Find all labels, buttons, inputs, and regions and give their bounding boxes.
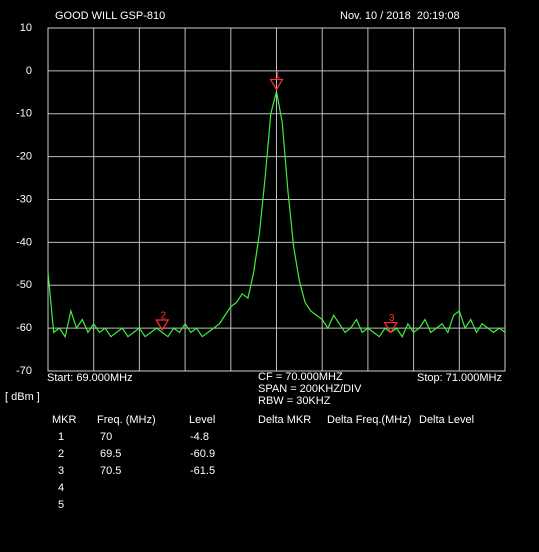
- y-tick-label: -50: [16, 279, 32, 291]
- table-cell: 3: [58, 465, 64, 477]
- table-cell: 1: [58, 431, 64, 443]
- stop-label: Stop: 71.000MHz: [417, 372, 502, 384]
- table-cell: -61.5: [190, 465, 215, 477]
- marker-label: 2: [160, 311, 166, 322]
- setting: RBW = 30KHZ: [258, 395, 331, 407]
- plot-border: [47, 27, 506, 372]
- table-header: Level: [189, 414, 215, 426]
- table-cell: -4.8: [190, 431, 209, 443]
- setting: CF = 70.000MHZ: [258, 371, 343, 383]
- table-cell: 5: [58, 499, 64, 511]
- y-tick-label: 0: [26, 65, 32, 77]
- table-header: Delta MKR: [258, 414, 311, 426]
- datetime: Nov. 10 / 2018 20:19:08: [340, 10, 460, 22]
- table-cell: 70: [100, 431, 112, 443]
- table-header: Freq. (MHz): [97, 414, 156, 426]
- y-tick-label: -60: [16, 322, 32, 334]
- table-header: MKR: [52, 414, 77, 426]
- table-cell: -60.9: [190, 448, 215, 460]
- trace: [47, 91, 506, 339]
- setting: SPAN = 200KHZ/DIV: [258, 383, 362, 395]
- y-tick-label: -30: [16, 193, 32, 205]
- marker-triangle: [383, 321, 398, 334]
- y-tick-label: -20: [16, 151, 32, 163]
- start-label: Start: 69.000MHz: [47, 372, 133, 384]
- table-cell: 70.5: [100, 465, 121, 477]
- y-tick-label: -40: [16, 236, 32, 248]
- y-axis-label: [ dBm ]: [5, 391, 40, 403]
- device-title: GOOD WILL GSP-810: [55, 10, 165, 22]
- marker-label: 3: [389, 313, 395, 324]
- y-tick-label: 10: [20, 22, 32, 34]
- y-tick-label: -10: [16, 108, 32, 120]
- y-tick-label: -70: [16, 365, 32, 377]
- marker-triangle: [155, 319, 170, 332]
- marker-triangle: [269, 78, 284, 91]
- table-cell: 4: [58, 482, 64, 494]
- table-cell: 69.5: [100, 448, 121, 460]
- marker-label: 1: [275, 70, 281, 81]
- table-header: Delta Level: [419, 414, 474, 426]
- table-cell: 2: [58, 448, 64, 460]
- table-header: Delta Freq.(MHz): [327, 414, 411, 426]
